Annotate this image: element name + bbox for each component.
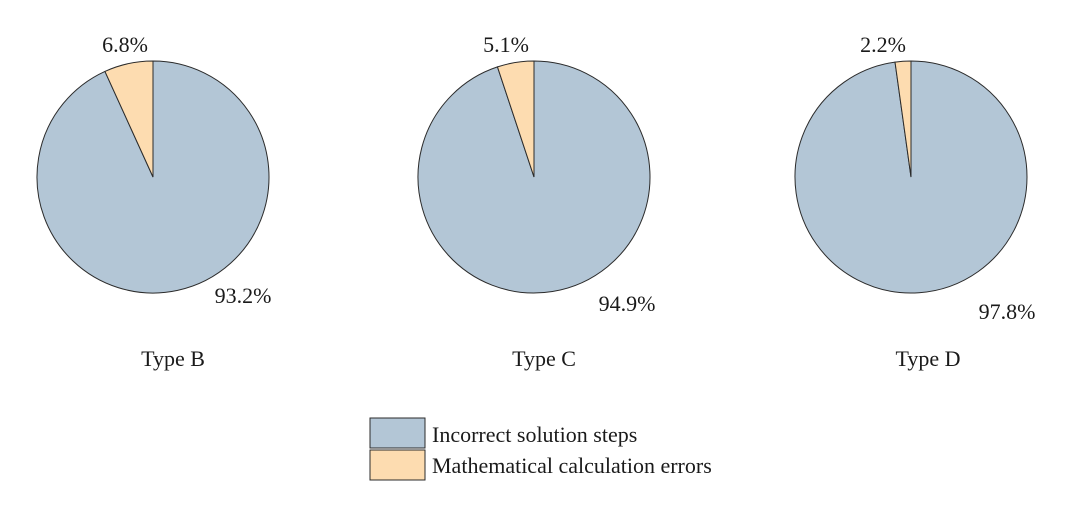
pie-title-type-d: Type D (895, 346, 960, 371)
pie-slice-type-d-mathematical-calculation-errors (894, 60, 912, 178)
data-label-type-c-incorrect-solution-steps: 94.9% (599, 291, 656, 316)
data-label-type-b-mathematical-calculation-errors: 6.8% (102, 32, 148, 57)
data-label-type-d-mathematical-calculation-errors: 2.2% (860, 32, 906, 57)
data-label-type-b-incorrect-solution-steps: 93.2% (215, 283, 272, 308)
pie-charts-group: 6.8% 93.2% Type B 5.1% 94.9% Type C 2.2% 97.8% T… (36, 32, 1036, 371)
legend-label-mathematical-calculation-errors: Mathematical calculation errors (432, 453, 712, 478)
pie-slice-type-c-mathematical-calculation-errors (496, 60, 535, 178)
data-label-type-d-incorrect-solution-steps: 97.8% (979, 299, 1036, 324)
legend: Incorrect solution steps Mathematical ca… (369, 417, 712, 481)
pie-slice-type-b-mathematical-calculation-errors (104, 60, 154, 178)
pie-title-type-c: Type C (512, 346, 576, 371)
pie-title-type-b: Type B (141, 346, 205, 371)
legend-label-incorrect-solution-steps: Incorrect solution steps (432, 422, 637, 447)
data-label-type-c-mathematical-calculation-errors: 5.1% (483, 32, 529, 57)
legend-swatch-incorrect-solution-steps (369, 417, 426, 449)
legend-swatch-mathematical-calculation-errors (369, 449, 426, 481)
